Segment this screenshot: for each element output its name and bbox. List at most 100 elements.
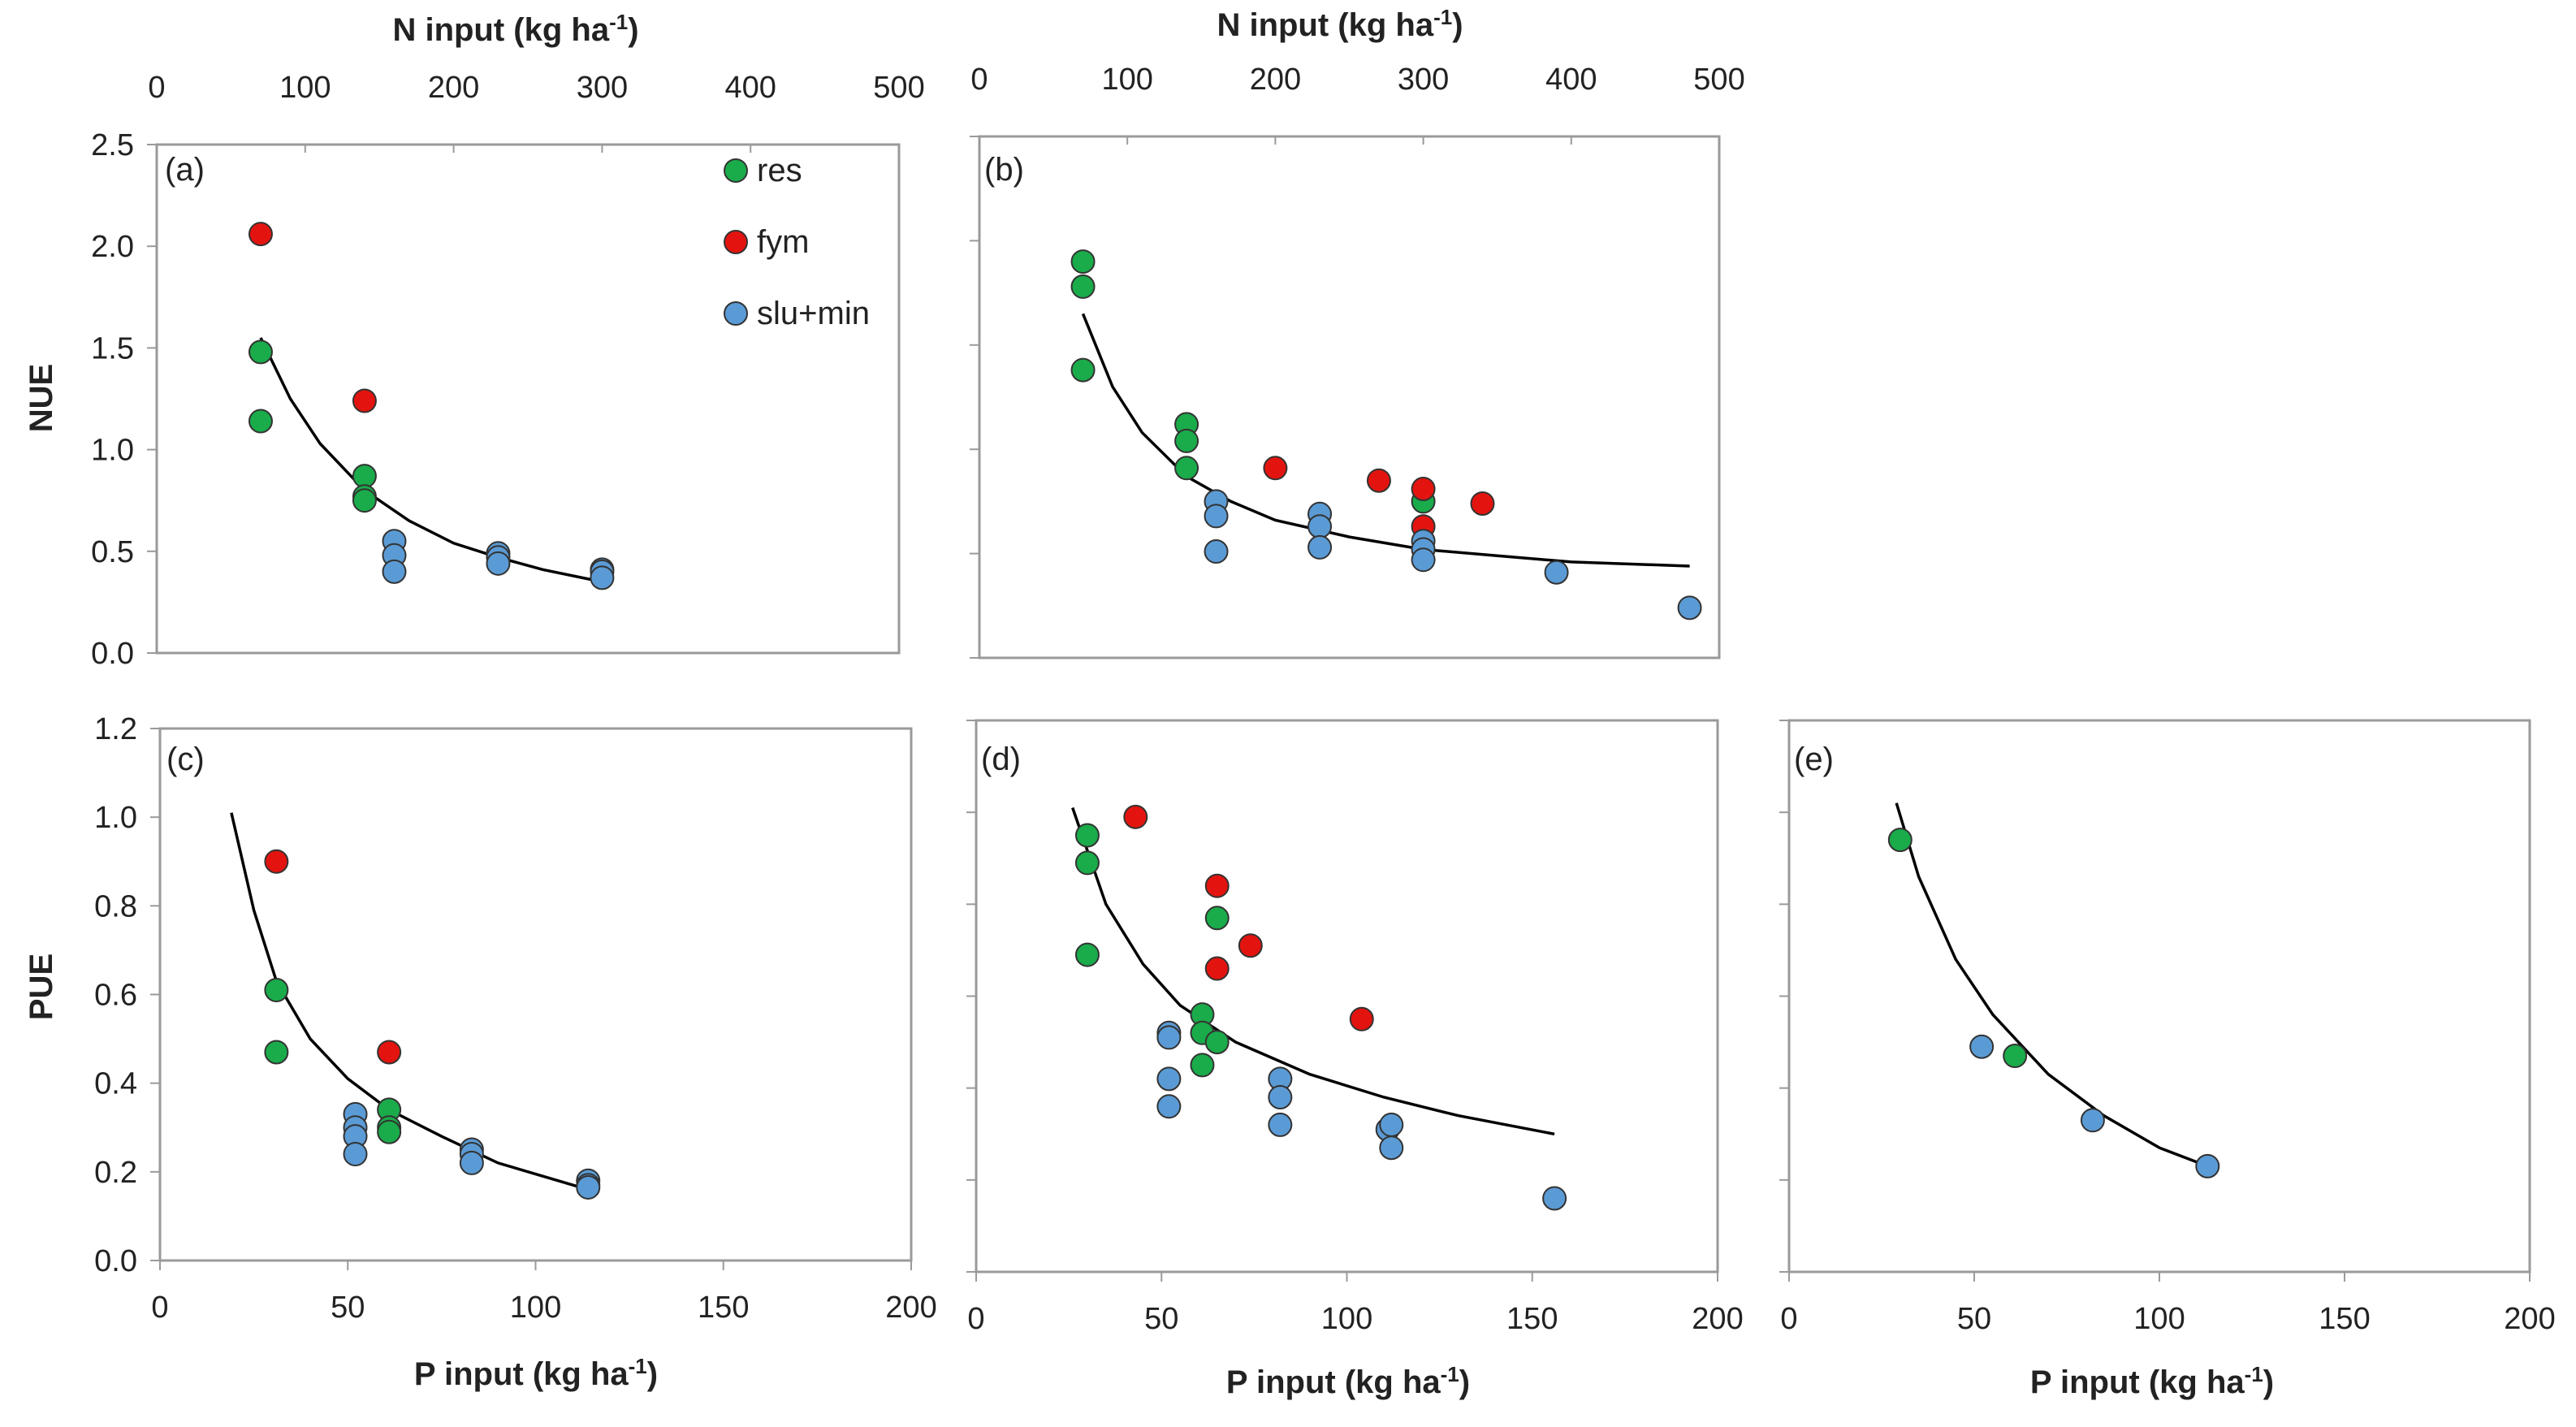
x-tick-label-e: 50: [1957, 1302, 1991, 1336]
panel-b: 0 100 200 300 400 500 (b): [970, 63, 1745, 659]
x-tick-label-a: 0: [148, 71, 165, 105]
y-tick-label-a: 2.5: [91, 128, 134, 162]
series-d-res: [1074, 823, 1230, 1078]
y-tick-label-a: 0.0: [91, 637, 134, 671]
series-a-res: [248, 339, 377, 513]
data-point-res: [1070, 357, 1096, 383]
data-point-fym: [248, 222, 273, 247]
bottom-x-axis-title-c: P input (kg ha-1): [414, 1354, 658, 1392]
y-tick-label-c: 0.6: [94, 979, 137, 1013]
x-tick-label-b: 400: [1545, 63, 1597, 97]
data-point-slu-min: [1204, 504, 1229, 529]
data-point-res: [352, 464, 377, 489]
data-point-res: [1070, 274, 1096, 299]
series-c-fym: [264, 849, 402, 1065]
data-point-slu-min: [343, 1142, 368, 1166]
panel-label-d: (d): [981, 742, 1021, 777]
data-point-fym: [1123, 804, 1148, 829]
legend-marker-slu-min: [724, 301, 748, 326]
data-point-res: [264, 1040, 289, 1065]
data-point-res: [352, 488, 377, 513]
fit-curve-b: [1081, 313, 1690, 568]
data-point-slu-min: [486, 551, 511, 576]
legend-label-slu-min: slu+min: [757, 296, 870, 331]
data-point-fym: [1411, 476, 1436, 501]
data-point-res: [1887, 828, 1913, 853]
data-point-fym: [1349, 1006, 1374, 1031]
y-tick-label-c: 0.4: [94, 1067, 137, 1101]
data-point-res: [1190, 1053, 1215, 1078]
data-point-res: [1074, 850, 1100, 876]
data-point-slu-min: [1544, 560, 1569, 585]
panel-label-a: (a): [165, 152, 205, 188]
data-point-res: [1174, 428, 1199, 453]
data-point-slu-min: [459, 1150, 484, 1175]
series-e-res: [1887, 828, 2028, 1069]
data-point-res: [377, 1119, 402, 1144]
panel-c: 0 50 100 150 200 0.0 0.2 0.4 0.6 0.8 1.0 1.2 (c): [94, 712, 937, 1325]
y-axis-title-nue: NUE: [24, 364, 59, 432]
legend-marker-res: [724, 158, 748, 183]
data-point-slu-min: [1268, 1112, 1293, 1137]
y-tick-label-c: 1.0: [94, 801, 137, 835]
data-point-slu-min: [1379, 1135, 1404, 1161]
panel-label-e: (e): [1794, 742, 1834, 777]
series-b-slu-min: [1204, 489, 1702, 621]
series-d-fym: [1123, 804, 1374, 1031]
legend-label-res: res: [757, 153, 802, 188]
data-point-slu-min: [1307, 534, 1333, 560]
legend: res fym slu+min: [724, 153, 870, 331]
bottom-x-axis-title-d: P input (kg ha-1): [1226, 1362, 1470, 1400]
panel-label-b: (b): [984, 152, 1024, 188]
legend-marker-fym: [724, 230, 748, 254]
data-point-slu-min: [2080, 1108, 2105, 1133]
x-tick-label-c: 50: [331, 1291, 365, 1325]
data-point-slu-min: [2195, 1153, 2220, 1178]
x-tick-label-c: 100: [510, 1291, 561, 1325]
top-x-axis-title-right: N input (kg ha-1): [1217, 5, 1463, 43]
data-point-fym: [1238, 933, 1263, 958]
data-point-res: [1204, 906, 1230, 931]
y-tick-label-a: 1.0: [91, 434, 134, 468]
data-point-res: [248, 409, 273, 434]
data-point-fym: [1366, 468, 1391, 493]
data-point-slu-min: [576, 1174, 601, 1200]
x-tick-label-a: 500: [873, 71, 924, 105]
y-tick-label-c: 0.2: [94, 1156, 137, 1190]
data-point-fym: [352, 388, 377, 413]
x-tick-label-b: 100: [1101, 63, 1152, 97]
x-tick-label-a: 300: [577, 71, 628, 105]
series-c-res: [264, 978, 402, 1144]
x-tick-label-b: 200: [1250, 63, 1301, 97]
plot-frame-b: [978, 135, 1721, 659]
data-point-res: [1074, 823, 1100, 848]
panel-label-c: (c): [166, 742, 205, 777]
x-tick-label-a: 100: [279, 71, 331, 105]
data-point-slu-min: [1156, 1094, 1182, 1119]
data-point-slu-min: [1156, 1025, 1182, 1050]
x-tick-label-d: 200: [1692, 1302, 1743, 1336]
data-point-slu-min: [1204, 539, 1229, 564]
x-tick-label-e: 100: [2133, 1302, 2185, 1336]
x-tick-label-b: 0: [970, 63, 988, 97]
fit-curve-e: [1895, 802, 2208, 1168]
data-point-res: [1204, 1030, 1230, 1055]
x-tick-label-d: 50: [1144, 1302, 1178, 1336]
top-x-axis-title-left: N input (kg ha-1): [392, 10, 638, 48]
x-tick-label-e: 200: [2504, 1302, 2555, 1336]
x-tick-label-d: 0: [967, 1302, 984, 1336]
bottom-x-axis-title-e: P input (kg ha-1): [2030, 1362, 2274, 1400]
data-point-fym: [1263, 456, 1288, 481]
x-tick-label-c: 150: [698, 1291, 749, 1325]
plot-frame-a: [155, 143, 901, 655]
series-c-slu-min: [343, 1101, 601, 1200]
series-d-slu-min: [1156, 1020, 1567, 1211]
data-point-slu-min: [590, 565, 615, 590]
data-point-res: [1074, 942, 1100, 967]
x-tick-label-a: 200: [428, 71, 479, 105]
y-tick-label-c: 0.0: [94, 1244, 137, 1278]
x-tick-label-b: 300: [1398, 63, 1449, 97]
fit-curve-a: [259, 337, 603, 584]
legend-label-fym: fym: [757, 224, 809, 260]
x-tick-label-c: 0: [151, 1291, 168, 1325]
